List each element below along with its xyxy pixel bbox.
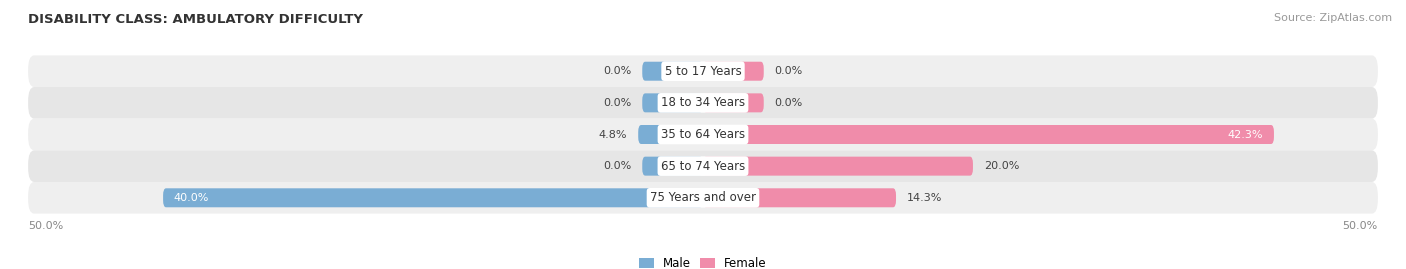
FancyBboxPatch shape [28, 182, 1378, 214]
Text: 20.0%: 20.0% [984, 161, 1019, 171]
FancyBboxPatch shape [703, 93, 763, 112]
Text: 0.0%: 0.0% [603, 98, 631, 108]
FancyBboxPatch shape [703, 188, 896, 207]
Text: 18 to 34 Years: 18 to 34 Years [661, 96, 745, 109]
Text: 42.3%: 42.3% [1227, 129, 1263, 140]
Legend: Male, Female: Male, Female [634, 253, 772, 269]
Text: 50.0%: 50.0% [1343, 221, 1378, 231]
FancyBboxPatch shape [703, 62, 763, 81]
Text: 0.0%: 0.0% [603, 66, 631, 76]
Text: 5 to 17 Years: 5 to 17 Years [665, 65, 741, 78]
Text: 0.0%: 0.0% [775, 98, 803, 108]
FancyBboxPatch shape [28, 87, 1378, 119]
FancyBboxPatch shape [643, 93, 703, 112]
Text: 4.8%: 4.8% [599, 129, 627, 140]
FancyBboxPatch shape [643, 62, 703, 81]
Text: Source: ZipAtlas.com: Source: ZipAtlas.com [1274, 13, 1392, 23]
FancyBboxPatch shape [28, 150, 1378, 182]
Text: 50.0%: 50.0% [28, 221, 63, 231]
FancyBboxPatch shape [643, 157, 703, 176]
Text: 0.0%: 0.0% [775, 66, 803, 76]
FancyBboxPatch shape [163, 188, 703, 207]
FancyBboxPatch shape [28, 55, 1378, 87]
Text: 35 to 64 Years: 35 to 64 Years [661, 128, 745, 141]
Text: 0.0%: 0.0% [603, 161, 631, 171]
Text: 75 Years and over: 75 Years and over [650, 191, 756, 204]
FancyBboxPatch shape [703, 157, 973, 176]
FancyBboxPatch shape [638, 125, 703, 144]
Text: 40.0%: 40.0% [174, 193, 209, 203]
Text: DISABILITY CLASS: AMBULATORY DIFFICULTY: DISABILITY CLASS: AMBULATORY DIFFICULTY [28, 13, 363, 26]
FancyBboxPatch shape [703, 125, 1274, 144]
FancyBboxPatch shape [28, 119, 1378, 150]
Text: 65 to 74 Years: 65 to 74 Years [661, 160, 745, 173]
Text: 14.3%: 14.3% [907, 193, 942, 203]
